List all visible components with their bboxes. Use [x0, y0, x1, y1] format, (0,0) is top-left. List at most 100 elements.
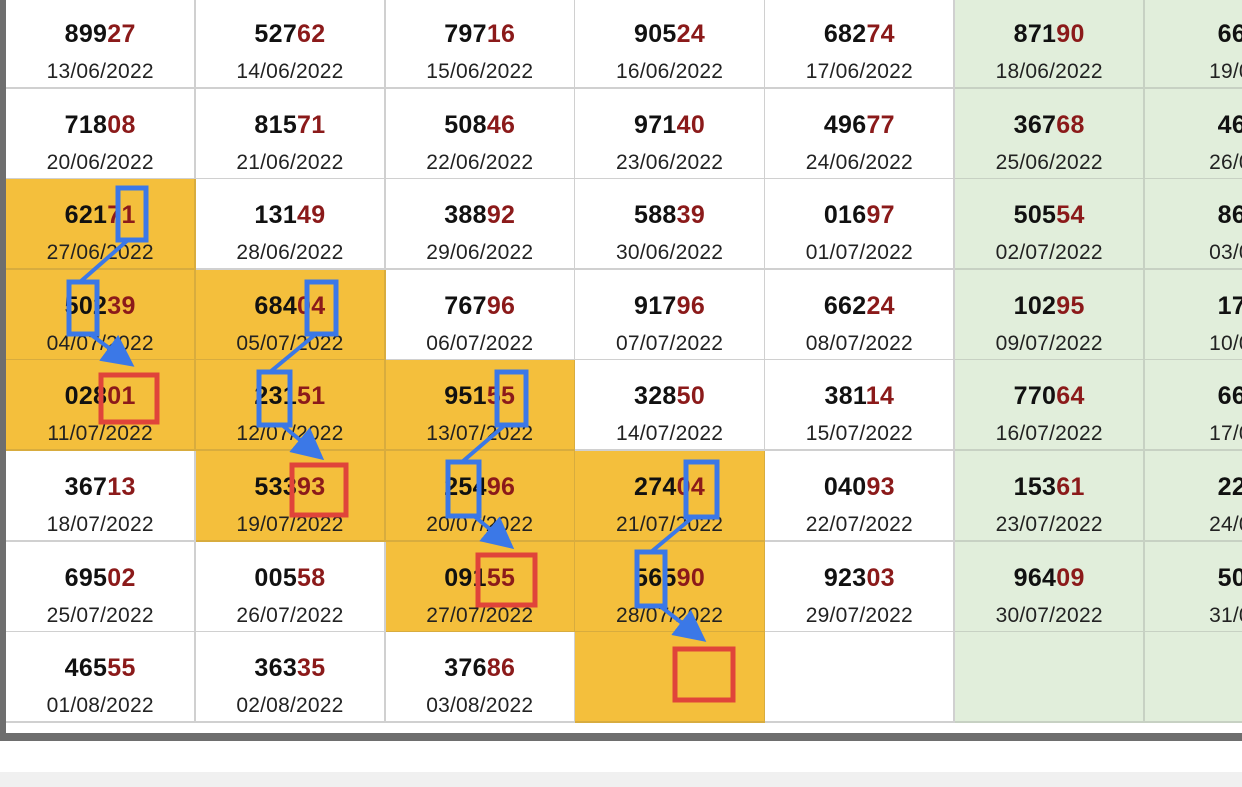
result-date: 02/07/2022 — [995, 241, 1103, 265]
result-date: 22/07/2022 — [805, 513, 913, 536]
number-last-two-digits: 35 — [297, 654, 326, 683]
result-date: 27/07/2022 — [426, 603, 534, 627]
result-cell: 02801 11/07/2022 — [6, 360, 197, 452]
result-cell — [1144, 632, 1242, 724]
result-number: 10295 — [955, 291, 1143, 321]
result-cell: 69502 25/07/2022 — [6, 541, 197, 633]
result-number: 68404 — [196, 291, 384, 321]
number-leading-digits: 718 — [64, 110, 108, 139]
result-cell: 97140 23/06/2022 — [575, 88, 766, 180]
result-cell: 36713 18/07/2022 — [6, 451, 197, 543]
result-date: 01/08/2022 — [46, 694, 154, 718]
result-number: 68274 — [765, 19, 953, 49]
number-leading-digits: 695 — [64, 563, 108, 592]
result-date: 15/06/2022 — [426, 60, 534, 83]
result-number: 13149 — [196, 200, 384, 230]
number-leading-digits: 328 — [634, 382, 677, 411]
result-number: 38892 — [386, 200, 574, 230]
number-leading-digits: 502 — [64, 291, 108, 320]
number-last-two-digits: 39 — [676, 201, 706, 230]
number-leading-digits: 381 — [824, 382, 866, 411]
result-cell — [575, 632, 766, 724]
result-cell: 664 19/06/ — [1144, 0, 1242, 90]
result-cell: 32850 14/07/2022 — [575, 360, 766, 452]
result-number: 76796 — [386, 291, 574, 321]
result-cell: 81571 21/06/2022 — [195, 88, 387, 180]
result-cell: 56590 28/07/2022 — [575, 541, 766, 633]
result-number: 50846 — [386, 110, 574, 140]
number-leading-digits: 367 — [1013, 110, 1057, 139]
result-date: 20/06/2022 — [46, 150, 154, 174]
number-leading-digits: 767 — [444, 291, 487, 320]
number-leading-digits: 815 — [254, 110, 298, 139]
result-date: 21/06/2022 — [236, 150, 344, 174]
result-cell: 71808 20/06/2022 — [6, 88, 197, 180]
number-leading-digits: 797 — [444, 20, 487, 48]
result-date: 03/07/ — [1209, 241, 1242, 265]
number-leading-digits: 367 — [64, 473, 108, 501]
result-date: 15/07/2022 — [805, 422, 913, 446]
result-date: 14/06/2022 — [236, 60, 344, 83]
number-last-two-digits: 54 — [1056, 201, 1085, 230]
result-cell: 502 31/07/ — [1144, 541, 1242, 633]
result-cell: 50554 02/07/2022 — [955, 179, 1146, 271]
number-leading-digits: 899 — [64, 20, 108, 48]
number-leading-digits: 254 — [444, 473, 487, 501]
number-leading-digits: 153 — [1013, 473, 1057, 501]
result-number: 56590 — [575, 563, 763, 593]
result-date: 12/07/2022 — [236, 422, 344, 446]
result-number: 177 — [1145, 291, 1242, 321]
number-leading-digits: 770 — [1013, 382, 1057, 411]
result-date: 17/06/2022 — [805, 60, 913, 83]
left-border — [0, 0, 6, 741]
number-last-two-digits: 04 — [676, 473, 706, 501]
number-last-two-digits: 24 — [676, 20, 706, 48]
result-number: 866 — [1145, 200, 1242, 230]
number-last-two-digits: 46 — [486, 110, 516, 139]
result-number: 87190 — [955, 19, 1143, 49]
result-date: 23/07/2022 — [995, 513, 1103, 536]
number-leading-digits: 971 — [634, 110, 677, 139]
number-last-two-digits: 03 — [866, 563, 895, 592]
number-last-two-digits: 09 — [1056, 563, 1085, 592]
result-cell: 25496 20/07/2022 — [385, 451, 576, 543]
result-number: 663 — [1145, 381, 1242, 411]
result-number: 01697 — [765, 200, 953, 230]
result-cell: 87190 18/06/2022 — [955, 0, 1146, 90]
number-last-two-digits: 55 — [486, 382, 516, 411]
number-leading-digits: 005 — [254, 563, 298, 592]
result-cell: 663 17/07/ — [1144, 360, 1242, 452]
result-number: 66224 — [765, 291, 953, 321]
result-date: 30/06/2022 — [615, 241, 724, 265]
number-last-two-digits: 64 — [1056, 382, 1085, 411]
number-leading-digits: 028 — [64, 382, 108, 411]
result-number: 95155 — [386, 381, 574, 411]
result-number: 09155 — [386, 563, 574, 593]
result-number: 71808 — [6, 110, 194, 140]
result-cell: 23151 12/07/2022 — [195, 360, 387, 452]
result-cell: 09155 27/07/2022 — [385, 541, 576, 633]
number-last-two-digits: 49 — [297, 201, 326, 230]
result-cell: 77064 16/07/2022 — [955, 360, 1146, 452]
result-cell: 469 26/06/ — [1144, 88, 1242, 180]
result-number: 502 — [1145, 563, 1242, 593]
result-number: 02801 — [6, 381, 194, 411]
result-number: 36768 — [955, 110, 1143, 140]
number-last-two-digits: 74 — [866, 20, 895, 48]
number-last-two-digits: 93 — [297, 473, 326, 501]
number-last-two-digits: 16 — [486, 20, 516, 48]
number-last-two-digits: 39 — [107, 291, 136, 320]
number-last-two-digits: 86 — [486, 654, 516, 683]
number-leading-digits: 905 — [634, 20, 677, 48]
number-last-two-digits: 93 — [866, 473, 895, 501]
result-cell: 50846 22/06/2022 — [385, 88, 576, 180]
result-cell: 00558 26/07/2022 — [195, 541, 387, 633]
number-leading-digits: 871 — [1013, 20, 1057, 48]
number-leading-digits: 231 — [254, 382, 298, 411]
result-cell: 36335 02/08/2022 — [195, 632, 387, 724]
number-leading-digits: 527 — [254, 20, 298, 48]
result-number: 52762 — [196, 19, 384, 49]
result-date: 30/07/2022 — [995, 603, 1103, 627]
result-number: 25496 — [386, 472, 574, 502]
result-date: 23/06/2022 — [615, 150, 724, 174]
